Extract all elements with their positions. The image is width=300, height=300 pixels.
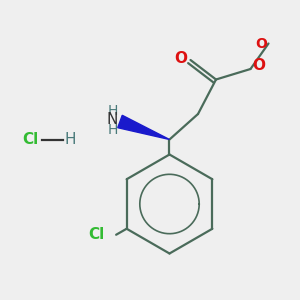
- Text: H: H: [107, 104, 118, 118]
- Text: N: N: [107, 112, 118, 128]
- Polygon shape: [118, 115, 170, 140]
- Text: Cl: Cl: [88, 227, 104, 242]
- Text: H: H: [107, 123, 118, 137]
- Text: O: O: [255, 37, 267, 50]
- Text: O: O: [175, 51, 188, 66]
- Text: O: O: [252, 58, 265, 74]
- Text: H: H: [65, 132, 76, 147]
- Text: Cl: Cl: [22, 132, 38, 147]
